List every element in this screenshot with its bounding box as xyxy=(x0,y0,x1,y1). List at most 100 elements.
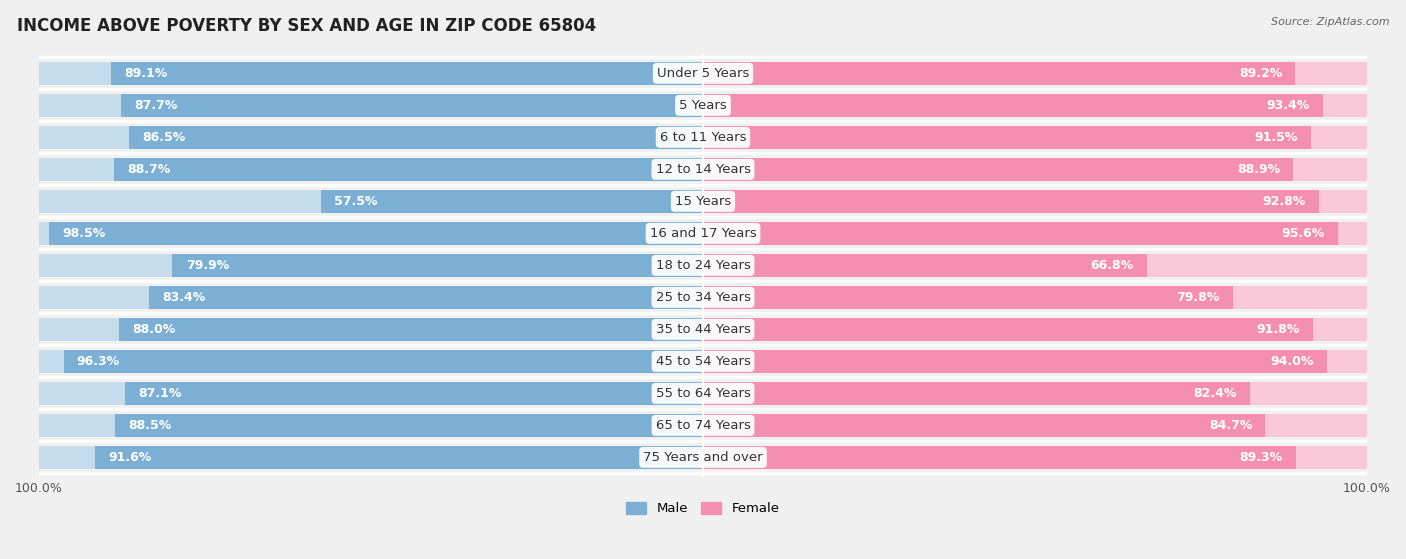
Text: Source: ZipAtlas.com: Source: ZipAtlas.com xyxy=(1271,17,1389,27)
Bar xyxy=(149,286,703,309)
Bar xyxy=(703,126,1367,149)
Text: 79.9%: 79.9% xyxy=(186,259,229,272)
Bar xyxy=(703,350,1367,373)
Bar xyxy=(703,286,1367,309)
Bar xyxy=(703,254,1367,277)
Text: 45 to 54 Years: 45 to 54 Years xyxy=(655,355,751,368)
Bar xyxy=(128,126,703,149)
Text: 94.0%: 94.0% xyxy=(1271,355,1315,368)
Bar xyxy=(703,126,1310,149)
Bar xyxy=(703,414,1367,437)
Text: 89.1%: 89.1% xyxy=(125,67,167,80)
Bar xyxy=(703,446,1296,469)
Text: 82.4%: 82.4% xyxy=(1194,387,1237,400)
Bar xyxy=(703,158,1367,181)
Text: 12 to 14 Years: 12 to 14 Years xyxy=(655,163,751,176)
Bar xyxy=(703,318,1367,341)
Bar xyxy=(39,190,703,213)
Legend: Male, Female: Male, Female xyxy=(621,497,785,520)
Bar xyxy=(125,382,703,405)
Bar xyxy=(39,414,703,437)
Text: 15 Years: 15 Years xyxy=(675,195,731,208)
Text: 87.1%: 87.1% xyxy=(138,387,181,400)
Bar xyxy=(703,190,1319,213)
Bar xyxy=(39,286,703,309)
Bar xyxy=(39,382,703,405)
Bar xyxy=(39,126,703,149)
Bar xyxy=(703,126,1367,149)
Bar xyxy=(118,318,703,341)
Text: 5 Years: 5 Years xyxy=(679,99,727,112)
Bar xyxy=(39,126,703,149)
Text: 65 to 74 Years: 65 to 74 Years xyxy=(655,419,751,432)
Bar xyxy=(703,286,1367,309)
Bar xyxy=(115,414,703,437)
Text: 25 to 34 Years: 25 to 34 Years xyxy=(655,291,751,304)
Bar xyxy=(703,318,1367,341)
Bar xyxy=(703,414,1367,437)
Text: 83.4%: 83.4% xyxy=(163,291,205,304)
Bar xyxy=(39,94,703,117)
Text: 91.5%: 91.5% xyxy=(1254,131,1298,144)
Text: 98.5%: 98.5% xyxy=(62,227,105,240)
Bar xyxy=(39,318,703,341)
Bar xyxy=(39,158,703,181)
Text: 88.0%: 88.0% xyxy=(132,323,176,336)
Bar xyxy=(39,446,703,469)
Bar xyxy=(39,222,703,245)
Bar xyxy=(703,62,1367,85)
Text: 6 to 11 Years: 6 to 11 Years xyxy=(659,131,747,144)
Bar xyxy=(39,158,703,181)
Bar xyxy=(39,94,703,117)
Bar xyxy=(173,254,703,277)
Bar xyxy=(39,414,703,437)
Bar xyxy=(49,222,703,245)
Text: 35 to 44 Years: 35 to 44 Years xyxy=(655,323,751,336)
Bar xyxy=(703,222,1367,245)
Text: 66.8%: 66.8% xyxy=(1090,259,1133,272)
Text: 89.2%: 89.2% xyxy=(1239,67,1282,80)
Text: 91.8%: 91.8% xyxy=(1256,323,1299,336)
Bar xyxy=(39,350,703,373)
Text: 16 and 17 Years: 16 and 17 Years xyxy=(650,227,756,240)
Text: 18 to 24 Years: 18 to 24 Years xyxy=(655,259,751,272)
Bar xyxy=(39,62,703,85)
Bar xyxy=(39,254,703,277)
Bar xyxy=(703,158,1294,181)
Bar xyxy=(63,350,703,373)
Text: 87.7%: 87.7% xyxy=(134,99,177,112)
Bar xyxy=(703,62,1367,85)
Text: 88.9%: 88.9% xyxy=(1237,163,1279,176)
Bar xyxy=(703,382,1367,405)
Text: 88.5%: 88.5% xyxy=(128,419,172,432)
Bar xyxy=(703,318,1313,341)
Bar xyxy=(703,254,1147,277)
Bar xyxy=(703,222,1367,245)
Bar xyxy=(39,286,703,309)
Bar xyxy=(39,446,703,469)
Text: 86.5%: 86.5% xyxy=(142,131,186,144)
Text: Under 5 Years: Under 5 Years xyxy=(657,67,749,80)
Bar xyxy=(121,94,703,117)
Bar xyxy=(703,350,1327,373)
Text: 92.8%: 92.8% xyxy=(1263,195,1306,208)
Text: 93.4%: 93.4% xyxy=(1267,99,1310,112)
Text: 79.8%: 79.8% xyxy=(1177,291,1219,304)
Bar xyxy=(94,446,703,469)
Bar xyxy=(703,94,1367,117)
Bar xyxy=(703,190,1367,213)
Bar xyxy=(39,254,703,277)
Text: 95.6%: 95.6% xyxy=(1281,227,1324,240)
Bar xyxy=(111,62,703,85)
Text: 55 to 64 Years: 55 to 64 Years xyxy=(655,387,751,400)
Bar xyxy=(39,350,703,373)
Text: INCOME ABOVE POVERTY BY SEX AND AGE IN ZIP CODE 65804: INCOME ABOVE POVERTY BY SEX AND AGE IN Z… xyxy=(17,17,596,35)
Bar xyxy=(703,414,1265,437)
Bar xyxy=(703,446,1367,469)
Bar xyxy=(703,190,1367,213)
Bar xyxy=(321,190,703,213)
Bar xyxy=(703,382,1250,405)
Text: 75 Years and over: 75 Years and over xyxy=(643,451,763,464)
Text: 96.3%: 96.3% xyxy=(77,355,120,368)
Bar xyxy=(703,350,1367,373)
